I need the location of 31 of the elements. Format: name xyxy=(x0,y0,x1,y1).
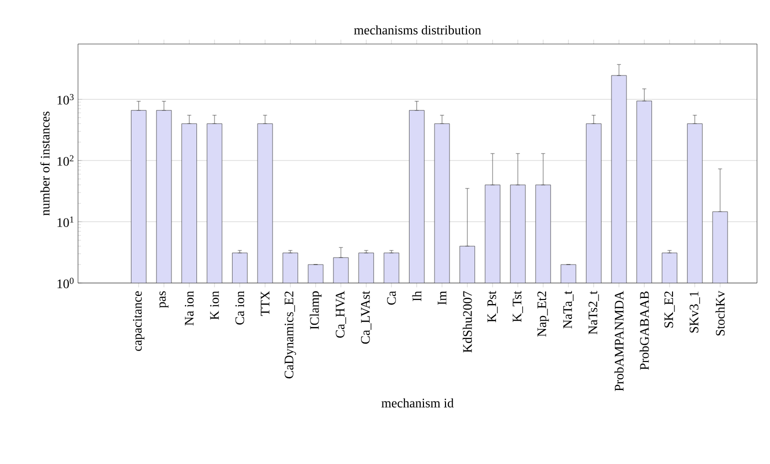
x-tick-label: Na ion xyxy=(184,291,194,326)
y-tick-label: 10$^{0}$ xyxy=(58,278,74,288)
x-tick-label: Im xyxy=(438,291,446,305)
x-tick-label: NaTa_t xyxy=(563,290,574,328)
x-tick-label: IClamp xyxy=(310,291,322,330)
y-axis-title: number of instances xyxy=(40,112,50,216)
x-tick-label: KdShu2007 xyxy=(462,291,472,353)
x-tick-label: Ca ion xyxy=(235,291,244,325)
y-tick-label: 10$^{1}$ xyxy=(58,216,74,228)
x-tick-label: Ca_HVA xyxy=(336,290,346,338)
x-tick-label: K_Pst xyxy=(487,290,498,322)
x-axis-title: mechanism id xyxy=(381,398,454,408)
x-tick-label: K_Tst xyxy=(512,290,523,322)
x-tick-label: capacitance xyxy=(132,291,144,351)
y-tick-label: 10$^{2}$ xyxy=(58,155,74,166)
x-tick-label: Ih xyxy=(412,290,422,302)
x-tick-label: Ca xyxy=(387,290,396,305)
x-tick-label: ProbAMPANMDA xyxy=(614,290,624,392)
x-tick-label: CaDynamics_E2 xyxy=(284,292,296,378)
x-tick-label: pas xyxy=(160,291,168,308)
y-tick-label: 10$^{3}$ xyxy=(58,94,74,105)
chart-title: mechanisms distribution xyxy=(354,25,482,34)
x-tick-label: Nap_Et2 xyxy=(537,292,549,337)
x-tick-label: NaTs2_t xyxy=(588,290,599,334)
x-tick-label: SKv3_1 xyxy=(690,292,700,333)
x-tick-label: Ca_LVAst xyxy=(361,290,372,344)
x-tick-label: K ion xyxy=(210,291,219,320)
x-tick-label: StochKv xyxy=(716,290,725,336)
x-tick-label: SK_E2 xyxy=(664,292,675,328)
x-tick-label: TTX xyxy=(260,291,270,316)
x-tick-label: ProbGABAAB xyxy=(640,291,649,370)
